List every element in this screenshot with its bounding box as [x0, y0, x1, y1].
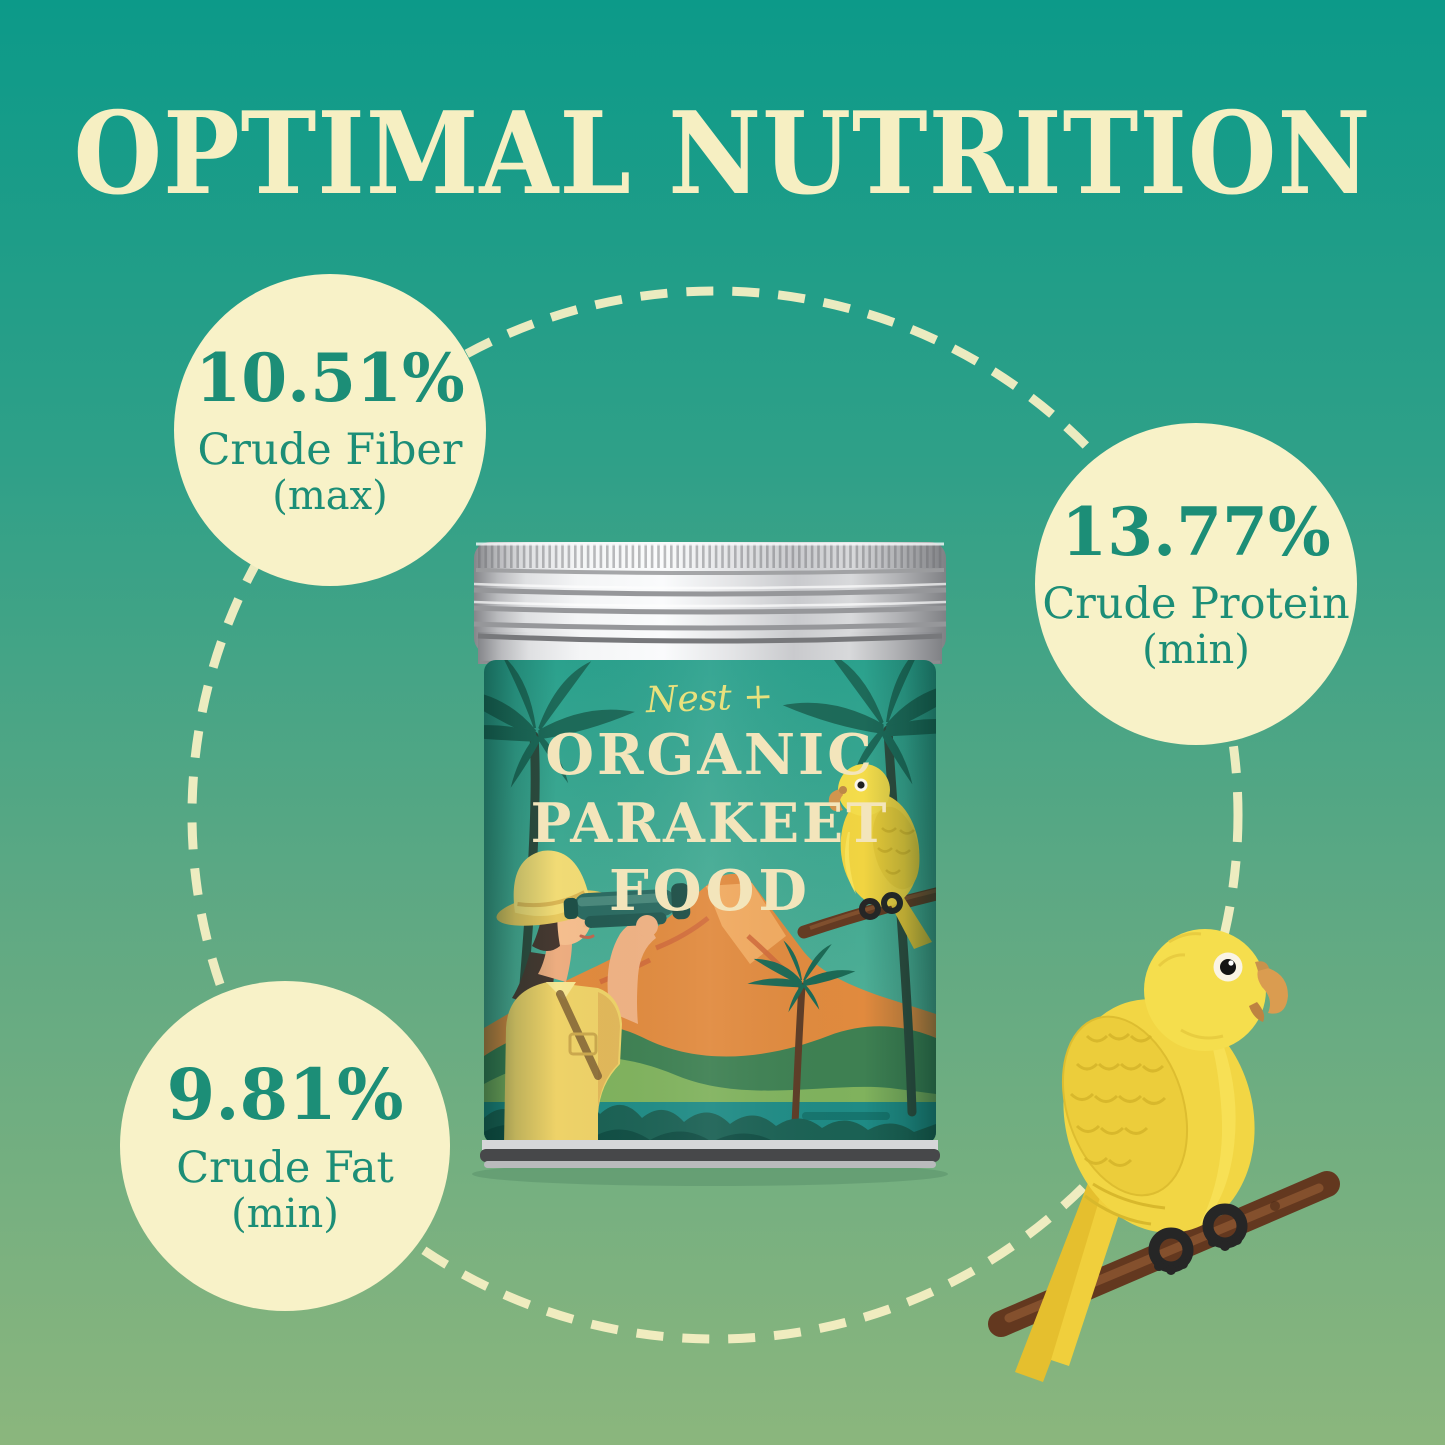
brand-script: Nest +: [644, 676, 774, 721]
product-name-line-1: ORGANIC: [545, 722, 875, 788]
stat-qualifier: (min): [231, 1191, 339, 1238]
bird-feet: [1148, 1203, 1248, 1275]
chest-highlight: [1199, 1024, 1236, 1226]
stat-label: Crude Protein: [1042, 578, 1350, 629]
stat-circle-crude-fat: 9.81% Crude Fat (min): [120, 981, 450, 1311]
stat-circle-crude-protein: 13.77% Crude Protein (min): [1035, 423, 1357, 745]
stat-value: 9.81%: [166, 1052, 404, 1136]
stat-value: 10.51%: [195, 339, 465, 418]
product-tin-illustration: Nest + ORGANIC PARAKEET FOOD: [472, 542, 948, 1186]
stat-circle-crude-fiber: 10.51% Crude Fiber (max): [174, 274, 486, 586]
tin-bottom-rim: [480, 1140, 940, 1168]
bird-eye: [1213, 952, 1243, 982]
page-title: OPTIMAL NUTRITION: [73, 86, 1372, 220]
product-name-line-3: FOOD: [609, 858, 811, 924]
label-cylinder-shading: [484, 660, 936, 1144]
folded-wing: [1061, 1015, 1189, 1197]
product-name-line-2: PARAKEET: [531, 791, 890, 855]
wing-scallops: [1069, 1032, 1167, 1226]
stat-label: Crude Fat: [176, 1142, 394, 1193]
bird-head: [1144, 929, 1266, 1051]
stat-qualifier: (max): [272, 472, 388, 519]
bird-beak: [1249, 961, 1288, 1022]
tin-lid: [473, 542, 947, 668]
stat-label: Crude Fiber: [197, 424, 463, 475]
dashed-ring: [187, 286, 1243, 1344]
stat-value: 13.77%: [1061, 493, 1331, 572]
lid-groove: [477, 633, 943, 644]
parakeet-illustration: [988, 929, 1340, 1382]
tail-feathers: [1015, 1170, 1115, 1382]
stat-qualifier: (min): [1142, 626, 1250, 673]
